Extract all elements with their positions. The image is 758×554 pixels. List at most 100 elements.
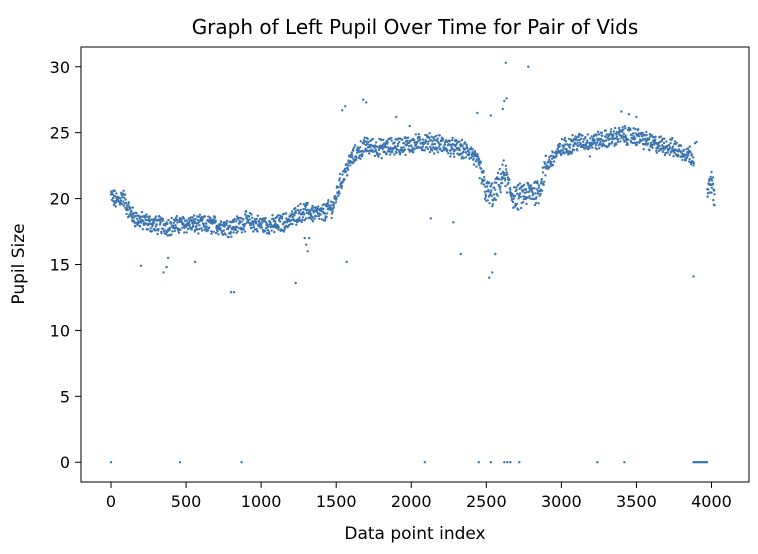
data-point [344,170,348,173]
data-point [130,210,133,213]
data-point [185,231,188,234]
data-point [536,182,539,185]
data-point [634,128,637,131]
data-point [706,192,710,195]
data-point [525,191,528,194]
data-point [393,141,396,144]
data-point [302,207,305,211]
data-point [178,461,182,464]
data-point [654,135,657,138]
data-point [578,138,581,142]
data-point [385,152,388,156]
data-point [545,167,548,170]
data-point [711,176,715,179]
data-point [146,228,150,231]
data-point [539,192,542,195]
data-point [525,202,528,206]
data-point [589,137,592,140]
data-point [663,137,666,140]
data-point [371,137,374,141]
data-point [120,202,124,206]
data-point [157,227,160,231]
data-point [373,154,377,158]
data-point [256,230,259,233]
data-point [166,256,170,260]
data-point [223,221,226,224]
data-point [311,216,314,219]
data-point [175,215,178,218]
data-point [250,216,254,219]
data-point [193,260,197,264]
data-point [341,173,344,176]
data-point [661,137,664,141]
data-point [229,291,233,294]
x-tick-label: 1000 [241,492,282,511]
data-point [147,222,151,226]
data-point [337,186,340,189]
data-point [129,206,132,209]
data-point [634,137,637,140]
data-point [291,222,294,226]
data-point [675,141,678,145]
x-tick-label: 4000 [691,492,732,511]
data-point [122,189,125,192]
data-point [655,149,658,152]
data-point [226,227,230,231]
data-point [543,162,547,165]
data-point [423,461,426,464]
data-point [213,216,217,219]
data-point [458,140,461,143]
data-point [280,215,284,218]
data-point [431,149,434,152]
data-point [195,222,198,225]
data-point [146,215,149,218]
data-point [452,148,455,151]
data-point [450,146,453,149]
data-point [387,149,391,153]
data-point [278,214,282,217]
data-point [298,210,301,213]
data-point [236,230,239,233]
data-point [582,140,585,143]
data-point [522,201,525,204]
data-point [364,147,367,150]
data-point [692,162,695,165]
data-point [707,188,710,191]
data-point [287,223,291,227]
data-point [641,134,644,137]
data-point [584,146,588,149]
data-point [350,151,353,154]
data-point [503,177,507,180]
data-point [418,136,421,139]
data-point [247,215,251,218]
data-point [154,225,157,228]
data-point [353,144,357,147]
data-point [317,214,320,218]
data-point [435,146,439,150]
data-point [644,137,647,140]
data-point [562,147,565,150]
data-point [490,182,494,185]
data-point [503,171,506,175]
data-point [512,197,515,200]
data-point [443,143,447,146]
data-point [500,178,503,181]
data-point [301,218,304,222]
data-point [556,151,559,154]
data-point [139,264,143,267]
data-point [177,231,181,234]
data-point [664,151,667,155]
data-point [346,166,349,170]
data-point [344,105,347,108]
data-point [595,133,598,136]
data-point [622,138,625,141]
data-point [255,222,258,225]
data-point [423,149,426,152]
data-point [393,153,396,156]
data-point [290,219,293,222]
data-point [681,158,684,162]
x-ticks: 0 500 1000 1500 2000 2500 3000 3500 4000 [106,482,732,511]
data-point [240,217,243,220]
data-point [225,222,228,225]
data-point [564,140,568,143]
